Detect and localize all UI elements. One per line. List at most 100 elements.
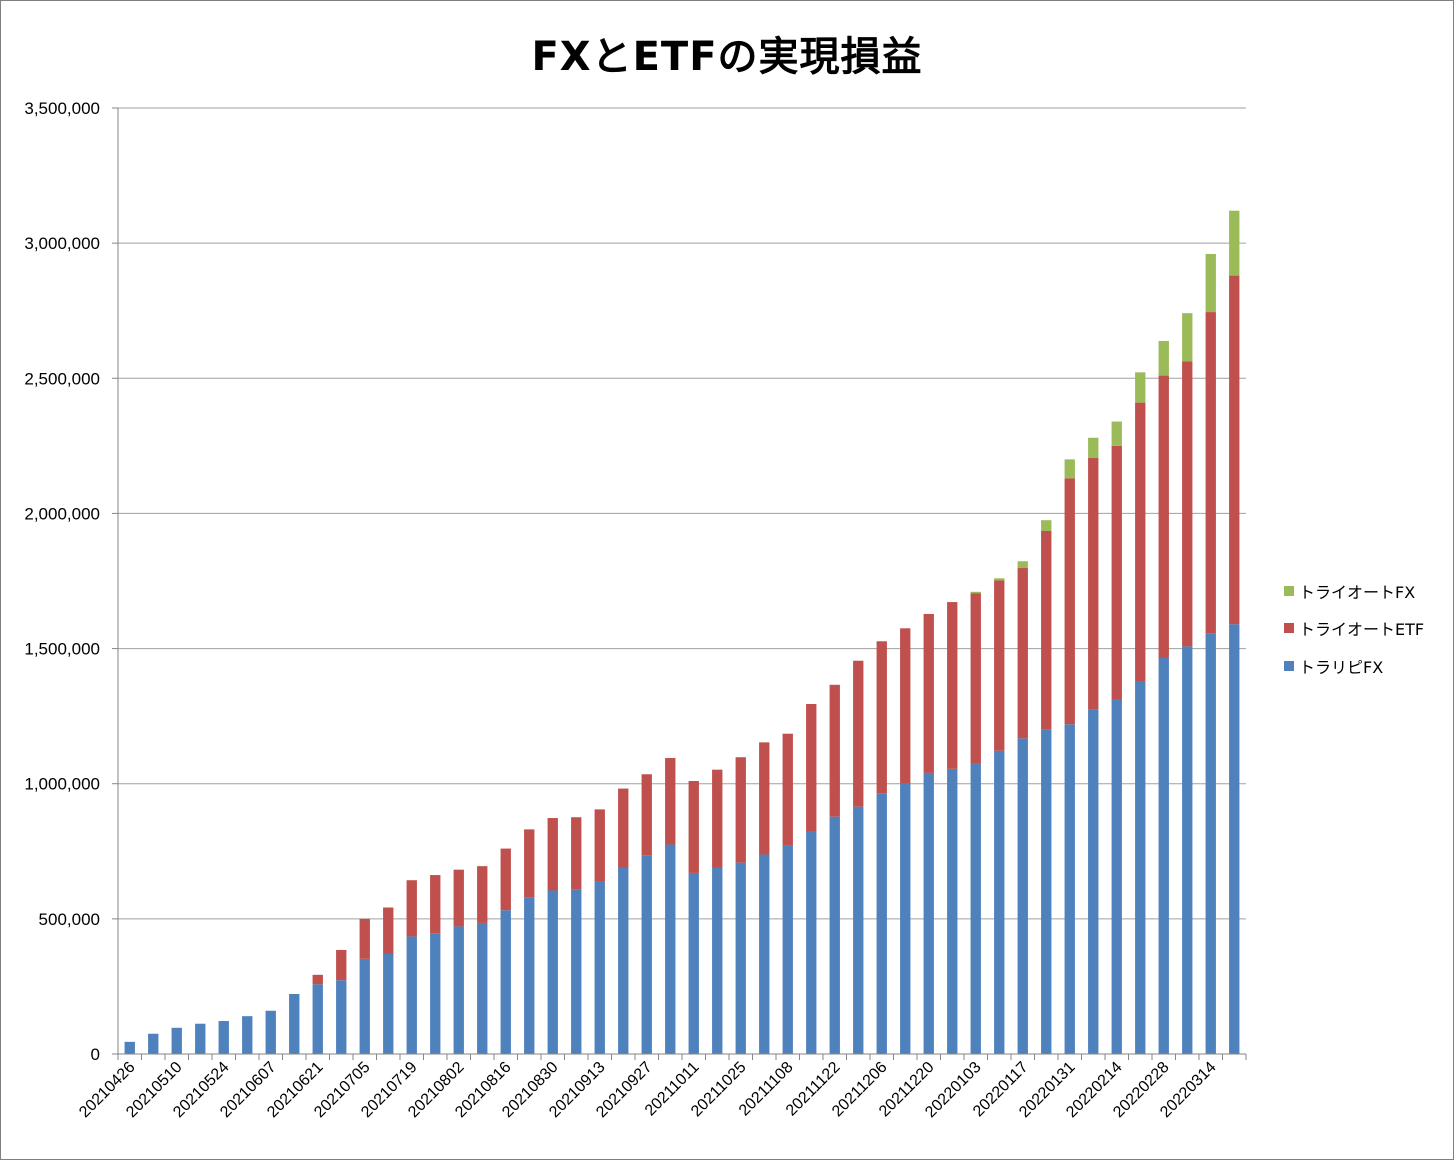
chart-title: FXとETFの実現損益 (531, 34, 923, 80)
bar-segment-triauto-etf (1064, 478, 1075, 725)
bar-segment-trarepi-fx (359, 958, 370, 1054)
bar-segment-trarepi-fx (688, 872, 699, 1054)
bar-segment-triauto-etf (712, 769, 723, 868)
bar-segment-triauto-etf (594, 809, 605, 882)
bar-segment-trarepi-fx (430, 933, 441, 1054)
bar-segment-triauto-etf (1182, 361, 1193, 647)
bar-segment-triauto-etf (688, 781, 699, 873)
bar-segment-triauto-etf (618, 788, 629, 868)
bar-segment-trarepi-fx (1041, 729, 1052, 1054)
bar-segment-triauto-etf (782, 733, 793, 846)
bar-segment-trarepi-fx (242, 1016, 253, 1054)
bar-segment-triauto-etf (383, 907, 394, 954)
bar-segment-triauto-etf (547, 818, 558, 891)
bar-segment-triauto-etf (359, 918, 370, 959)
bar-segment-trarepi-fx (759, 854, 770, 1054)
bar-segment-trarepi-fx (148, 1033, 159, 1054)
bar-segment-trarepi-fx (547, 890, 558, 1054)
bar-segment-trarepi-fx (806, 831, 817, 1054)
bar-segment-trarepi-fx (1205, 633, 1216, 1054)
legend-label-trarepi-fx: トラリピFX (1299, 657, 1384, 677)
bar-segment-triauto-etf (1205, 312, 1216, 634)
bar-segment-triauto-fx (1064, 459, 1075, 479)
bar-segment-trarepi-fx (712, 867, 723, 1054)
y-tick-label: 3,500,000 (24, 99, 100, 118)
bar-segment-triauto-etf (312, 974, 323, 985)
bar-segment-trarepi-fx (383, 953, 394, 1054)
bar-segment-trarepi-fx (947, 768, 958, 1054)
bar-segment-trarepi-fx (994, 750, 1005, 1054)
bar-segment-triauto-fx (1135, 372, 1146, 403)
bar-segment-triauto-fx (994, 578, 1005, 581)
bar-segment-triauto-etf (1135, 402, 1146, 681)
bar-segment-triauto-etf (806, 703, 817, 832)
bar-segment-triauto-etf (994, 580, 1005, 751)
bar-segment-triauto-etf (1111, 445, 1122, 700)
bar-segment-triauto-etf (453, 869, 464, 927)
bar-segment-trarepi-fx (594, 881, 605, 1054)
bar-segment-trarepi-fx (1229, 624, 1240, 1054)
bar-segment-triauto-etf (970, 593, 981, 764)
legend-swatch-triauto-fx (1284, 585, 1294, 596)
y-tick-label: 2,000,000 (24, 504, 100, 523)
bar-segment-triauto-etf (900, 628, 911, 784)
bar-segment-trarepi-fx (453, 926, 464, 1054)
bar-segment-triauto-etf (923, 613, 934, 773)
bar-segment-trarepi-fx (312, 984, 323, 1054)
bar-segment-triauto-etf (735, 757, 746, 863)
bar-segment-trarepi-fx (1111, 699, 1122, 1054)
bar-segment-trarepi-fx (406, 936, 417, 1054)
bar-segment-triauto-fx (1205, 253, 1216, 313)
bar-segment-trarepi-fx (524, 897, 535, 1054)
bar-segment-trarepi-fx (876, 793, 887, 1054)
bar-segment-triauto-fx (1041, 520, 1052, 531)
bar-segment-triauto-etf (759, 742, 770, 855)
bar-segment-triauto-etf (853, 660, 864, 807)
legend-item-triauto-fx: トライオートFX (1284, 572, 1424, 610)
bar-segment-triauto-etf (641, 774, 652, 856)
bar-segment-trarepi-fx (1064, 724, 1075, 1054)
bar-segment-trarepi-fx (218, 1021, 229, 1054)
y-tick-label: 1,000,000 (24, 775, 100, 794)
bar-segment-trarepi-fx (500, 910, 511, 1054)
bar-segment-triauto-etf (876, 641, 887, 794)
legend-swatch-triauto-etf (1284, 623, 1294, 634)
bar-segment-trarepi-fx (1017, 738, 1028, 1054)
bar-segment-triauto-etf (1041, 531, 1052, 730)
bar-segment-triauto-etf (430, 875, 441, 934)
bar-segment-triauto-fx (1158, 340, 1169, 376)
legend-label-triauto-fx: トライオートFX (1299, 582, 1416, 602)
bar-segment-triauto-etf (1229, 275, 1240, 625)
bar-segment-trarepi-fx (171, 1027, 182, 1054)
bar-segment-triauto-etf (524, 829, 535, 898)
bar-segment-trarepi-fx (900, 783, 911, 1054)
bar-segment-trarepi-fx (265, 1010, 276, 1054)
legend-swatch-trarepi-fx (1284, 660, 1294, 671)
bar-segment-trarepi-fx (618, 867, 629, 1054)
bar-segment-trarepi-fx (853, 806, 864, 1054)
bar-segment-triauto-etf (571, 817, 582, 890)
bar-segment-trarepi-fx (970, 763, 981, 1054)
bar-segment-trarepi-fx (571, 889, 582, 1054)
bar-segment-triauto-fx (1111, 421, 1122, 446)
bar-segment-triauto-fx (1017, 561, 1028, 569)
bar-segment-triauto-fx (1088, 437, 1099, 459)
bar-segment-triauto-etf (1088, 458, 1099, 710)
legend-label-triauto-etf: トライオートETF (1299, 620, 1425, 640)
bar-segment-trarepi-fx (477, 922, 488, 1054)
bar-segment-trarepi-fx (289, 994, 300, 1054)
bar-segment-triauto-etf (1158, 375, 1169, 659)
bar-segment-triauto-etf (406, 880, 417, 937)
bar-segment-trarepi-fx (735, 862, 746, 1054)
bar-segment-triauto-etf (665, 758, 676, 845)
bar-segment-triauto-fx (1182, 313, 1193, 362)
bar-segment-trarepi-fx (665, 844, 676, 1054)
bar-segment-triauto-fx (1229, 210, 1240, 276)
bar-segment-trarepi-fx (195, 1023, 206, 1054)
bar-segment-trarepi-fx (1135, 681, 1146, 1054)
chart-legend: トライオートFX トライオートETF トラリピFX (1284, 572, 1424, 685)
bar-segment-triauto-etf (1017, 568, 1028, 739)
bar-segment-trarepi-fx (1158, 658, 1169, 1054)
bar-segment-trarepi-fx (829, 816, 840, 1054)
